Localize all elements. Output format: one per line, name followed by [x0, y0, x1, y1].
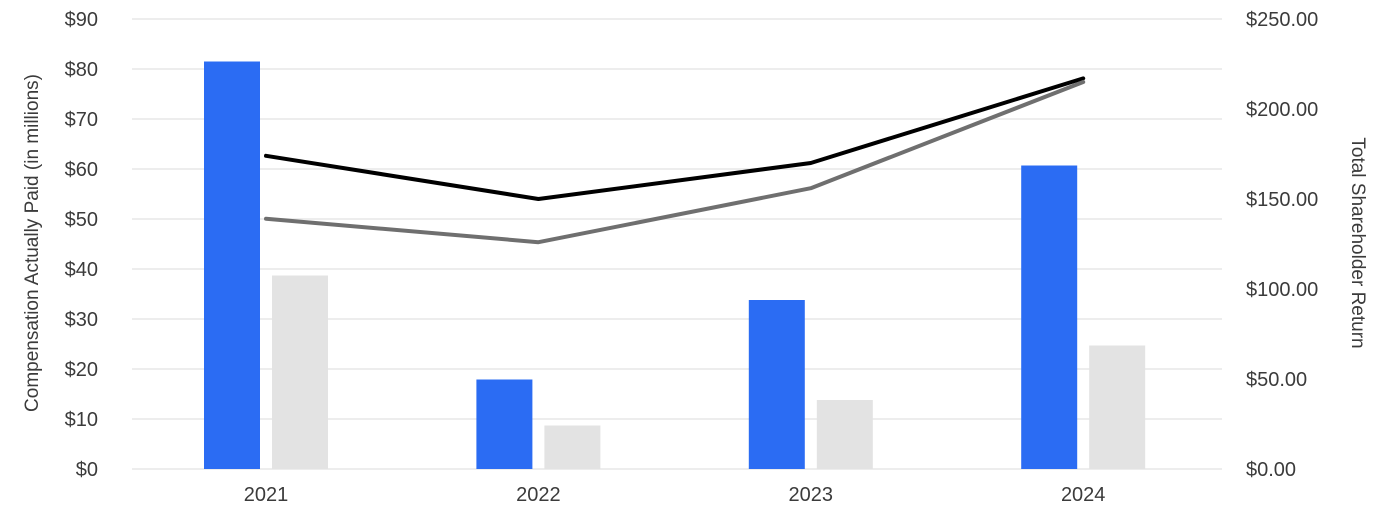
right-axis-tick: $50.00 — [1246, 369, 1307, 391]
right-axis-tick: $150.00 — [1246, 189, 1318, 211]
left-axis-tick: $30 — [65, 309, 98, 331]
black-line — [264, 76, 1086, 201]
blue-bars-bar — [1021, 165, 1078, 469]
blue-bars-bar — [476, 379, 533, 469]
light-gray-bars-bar — [1089, 345, 1146, 469]
left-axis-tick: $10 — [65, 409, 98, 431]
blue-bars-bar — [748, 300, 805, 469]
left-axis-tick: $0 — [76, 459, 98, 481]
x-axis-tick: 2023 — [789, 484, 834, 506]
light-gray-bars-bar — [272, 275, 328, 469]
blue-bars-bar — [204, 61, 260, 469]
left-axis-tick: $70 — [65, 109, 98, 131]
left-axis-tick: $40 — [65, 259, 98, 281]
left-axis-tick: $50 — [65, 209, 98, 231]
left-axis-tick: $80 — [65, 59, 98, 81]
left-axis-tick: $90 — [65, 9, 98, 31]
right-axis-tick: $100.00 — [1246, 279, 1318, 301]
gray-line — [264, 80, 1086, 245]
left-axis-tick: $20 — [65, 359, 98, 381]
x-axis-tick: 2021 — [244, 484, 289, 506]
left-axis-tick: $60 — [65, 159, 98, 181]
right-axis-tick: $250.00 — [1246, 9, 1318, 31]
light-gray-bars-bar — [544, 425, 601, 469]
x-axis-tick: 2024 — [1061, 484, 1106, 506]
right-axis-title: Total Shareholder Return — [1347, 137, 1368, 349]
x-axis-tick: 2022 — [516, 484, 561, 506]
light-gray-bars-bar — [816, 400, 873, 469]
right-axis-tick: $0.00 — [1246, 459, 1296, 481]
right-axis-tick: $200.00 — [1246, 99, 1318, 121]
